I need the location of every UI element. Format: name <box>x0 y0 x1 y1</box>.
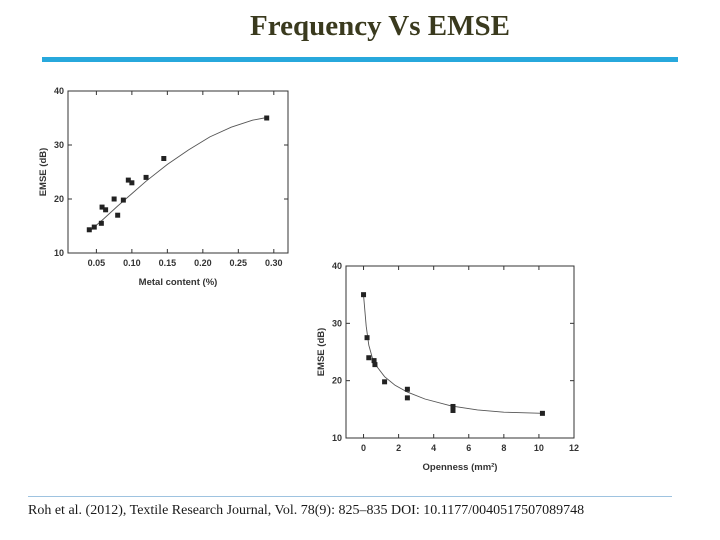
slide-title: Frequency Vs EMSE <box>250 10 510 42</box>
data-point <box>115 212 121 218</box>
x-axis-label: Openness (mm²) <box>423 462 498 473</box>
data-point <box>99 204 105 210</box>
footer-rule <box>28 496 672 497</box>
fit-curve <box>89 117 267 232</box>
openness-chart: 0 2 4 6 8 10 12 10 20 30 40 Openness (mm²) EMSE (dB) <box>316 261 579 473</box>
x-tick-label: 0.25 <box>230 258 248 268</box>
x-tick-label: 0.30 <box>265 258 283 268</box>
data-point <box>450 407 456 413</box>
y-tick-label: 40 <box>332 261 342 271</box>
y-tick-label: 20 <box>332 376 342 386</box>
x-tick-label: 0 <box>361 443 366 453</box>
y-tick-label: 20 <box>54 194 64 204</box>
x-tick-label: 2 <box>396 443 401 453</box>
y-tick-label: 10 <box>54 248 64 258</box>
data-point <box>129 180 135 186</box>
data-point <box>98 220 104 226</box>
data-point <box>450 403 456 409</box>
y-tick-label: 30 <box>54 140 64 150</box>
data-point <box>120 197 126 203</box>
data-point <box>125 177 131 183</box>
plot-frame <box>67 90 289 254</box>
x-tick-label: 12 <box>569 443 579 453</box>
x-axis-label: Metal content (%) <box>139 277 218 288</box>
x-tick-label: 6 <box>466 443 471 453</box>
y-tick-label: 40 <box>54 86 64 96</box>
data-point <box>103 207 109 213</box>
data-point <box>143 174 149 180</box>
data-point <box>91 224 97 230</box>
x-tick-label: 0.20 <box>194 258 212 268</box>
data-point <box>161 156 167 161</box>
data-point <box>539 410 545 416</box>
x-tick-label: 10 <box>534 443 544 453</box>
data-point <box>364 335 370 341</box>
data-point <box>366 355 372 361</box>
data-point <box>371 358 377 364</box>
title-rule <box>42 57 678 62</box>
data-point <box>264 115 270 121</box>
data-point <box>372 362 378 368</box>
y-tick-label: 30 <box>332 318 342 328</box>
fit-curve <box>363 294 543 414</box>
x-tick-label: 8 <box>501 443 506 453</box>
citation: Roh et al. (2012), Textile Research Jour… <box>28 503 585 518</box>
data-point <box>404 386 410 392</box>
x-tick-label: 0.05 <box>88 258 106 268</box>
data-point <box>361 292 367 298</box>
y-axis-label: EMSE (dB) <box>316 328 327 377</box>
metal-content-chart: 0.05 0.10 0.15 0.20 0.25 0.30 10 20 30 40 Metal co… <box>38 86 289 288</box>
x-tick-label: 4 <box>431 443 436 453</box>
data-point <box>86 227 92 233</box>
x-tick-label: 0.15 <box>159 258 177 268</box>
data-point <box>111 196 117 202</box>
y-axis-label: EMSE (dB) <box>38 148 49 197</box>
y-tick-label: 10 <box>332 433 342 443</box>
data-point <box>404 395 410 401</box>
plot-frame <box>345 265 575 439</box>
x-tick-label: 0.10 <box>123 258 141 268</box>
data-point <box>382 379 388 385</box>
